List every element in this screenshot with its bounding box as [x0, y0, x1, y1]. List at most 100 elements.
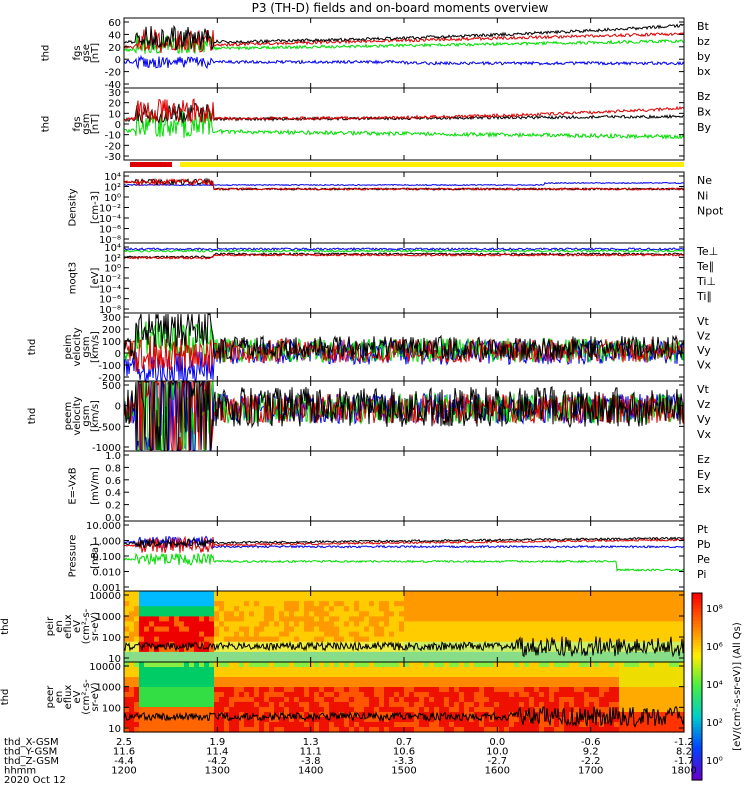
spectrogram-cell — [379, 631, 385, 638]
spectrogram-cell — [569, 626, 575, 633]
spectrogram-cell — [269, 722, 275, 728]
spectrogram-cell — [134, 591, 140, 597]
y-axis-label-line: gsm — [81, 113, 92, 134]
x-row-value: 11.4 — [206, 747, 228, 758]
spectrogram-cell — [164, 682, 170, 688]
spectrogram-cell — [629, 606, 635, 612]
panel-frame — [123, 87, 685, 161]
spectrogram-cell — [569, 646, 575, 653]
y-axis-label-line: thd — [27, 339, 38, 356]
spectrogram-cell — [609, 687, 615, 693]
x-row-value: 2.5 — [116, 737, 132, 748]
spectrogram-cell — [519, 606, 525, 612]
spectrogram-cell — [404, 611, 410, 617]
spectrogram-cell — [294, 702, 300, 708]
spectrogram-cell — [484, 596, 490, 602]
spectrogram-cell — [309, 606, 315, 612]
spectrogram-cell — [649, 667, 655, 673]
spectrogram-cell — [544, 717, 550, 723]
spectrogram-cell — [584, 606, 590, 612]
spectrogram-cell — [524, 677, 530, 683]
spectrogram-cell — [329, 636, 335, 643]
spectrogram-cell — [644, 621, 650, 628]
spectrogram-cell — [234, 596, 240, 602]
spectrogram-cell — [514, 616, 520, 623]
spectrogram-cell — [549, 697, 555, 703]
spectrogram-cell — [204, 707, 210, 713]
spectrogram-cell — [674, 677, 680, 683]
spectrogram-cell — [434, 631, 440, 638]
spectrogram-cell — [219, 646, 225, 653]
spectrogram-cell — [269, 616, 275, 623]
spectrogram-cell — [444, 621, 450, 628]
spectrogram-cell — [224, 697, 230, 703]
spectrogram-cell — [334, 677, 340, 683]
spectrogram-cell — [529, 707, 535, 713]
legend-Vz: Vz — [697, 398, 711, 411]
spectrogram-cell — [364, 672, 370, 678]
spectrogram-cell — [584, 596, 590, 602]
spectrogram-cell — [199, 697, 205, 703]
spectrogram-cell — [519, 616, 525, 623]
spectrogram-cell — [604, 722, 610, 728]
spectrogram-cell — [439, 722, 445, 728]
colorbar-cell — [692, 667, 702, 672]
spectrogram-cell — [394, 697, 400, 703]
spectrogram-cell — [419, 621, 425, 628]
spectrogram-cell — [514, 656, 520, 663]
spectrogram-cell — [349, 717, 355, 723]
spectrogram-cell — [484, 621, 490, 628]
spectrogram-cell — [489, 722, 495, 728]
spectrogram-cell — [644, 712, 650, 718]
spectrogram-cell — [394, 687, 400, 693]
spectrogram-cell — [609, 631, 615, 638]
spectrogram-cell — [249, 722, 255, 728]
spectrogram-cell — [534, 651, 540, 658]
spectrogram-cell — [134, 707, 140, 713]
spectrogram-cell — [389, 682, 395, 688]
spectrogram-cell — [364, 662, 370, 668]
spectrogram-cell — [414, 591, 420, 597]
spectrogram-cell — [569, 677, 575, 683]
spectrogram-cell — [649, 656, 655, 663]
spectrogram-cell — [669, 596, 675, 602]
y-axis-label-line: peir — [45, 616, 56, 636]
spectrogram-cell — [464, 692, 470, 698]
spectrogram-cell — [169, 722, 175, 728]
spectrogram-cell — [299, 631, 305, 638]
x-axis-labels: thd_X-GSM 2.5 1.9 1.3 0.7 0.0 -0.6 -1.2thd_Y-GS… — [4, 737, 697, 786]
spectrogram-cell — [279, 707, 285, 713]
spectrogram-cell — [364, 717, 370, 723]
spectrogram-cell — [144, 687, 150, 693]
spectrogram-cell — [399, 621, 405, 628]
spectrogram-cell — [299, 722, 305, 728]
spectrogram-cell — [499, 641, 505, 648]
spectrogram-cell — [204, 606, 210, 612]
spectrogram-cell — [389, 702, 395, 708]
spectrogram-cell — [324, 662, 330, 668]
spectrogram-cell — [539, 601, 545, 607]
spectrogram-cell — [634, 687, 640, 693]
spectrogram-cell — [269, 651, 275, 658]
spectrogram-cell — [144, 591, 150, 597]
spectrogram-cell — [589, 667, 595, 673]
spectrogram-cell — [344, 596, 350, 602]
spectrogram-cell — [409, 687, 415, 693]
spectrogram-cell — [664, 651, 670, 658]
spectrogram-cell — [334, 656, 340, 663]
spectrogram-cell — [544, 656, 550, 663]
spectrogram-cell — [244, 636, 250, 643]
spectrogram-cell — [274, 611, 280, 617]
spectrogram-cell — [349, 672, 355, 678]
spectrogram-cell — [134, 651, 140, 658]
spectrogram-cell — [129, 687, 135, 693]
spectrogram-cell — [569, 591, 575, 597]
spectrogram-cell — [579, 662, 585, 668]
spectrogram-cell — [394, 591, 400, 597]
spectrogram-cell — [629, 591, 635, 597]
spectrogram-cell — [404, 601, 410, 607]
spectrogram-cell — [159, 677, 165, 683]
spectrogram-cell — [554, 677, 560, 683]
spectrogram-cell — [189, 702, 195, 708]
spectrogram-cell — [574, 692, 580, 698]
